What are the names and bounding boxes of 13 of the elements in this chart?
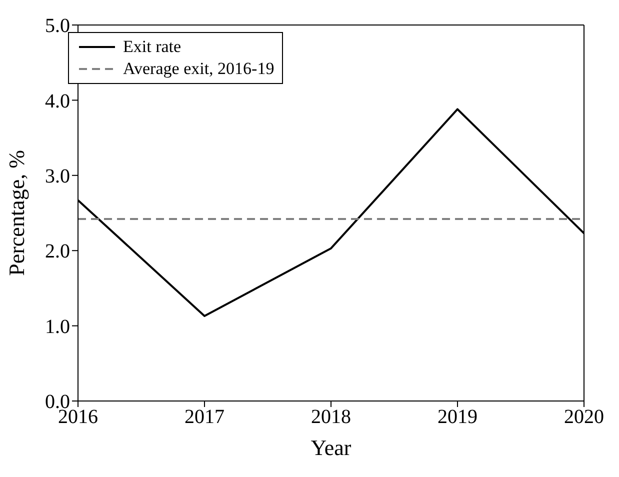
y-tick-label: 1.0 (45, 316, 70, 338)
x-tick-label: 2019 (438, 406, 478, 428)
y-tick-label: 2.0 (45, 240, 70, 263)
x-tick-label: 2017 (184, 406, 224, 428)
x-axis-title: Year (310, 435, 352, 460)
y-tick-label: 3.0 (45, 166, 70, 188)
legend-label: Exit rate (123, 36, 182, 58)
y-tick-label: 4.0 (45, 90, 70, 112)
x-tick-label: 2020 (564, 406, 604, 428)
x-tick-label: 2018 (311, 406, 351, 428)
y-axis-title: Percentage, % (4, 150, 29, 276)
legend-label: Average exit, 2016-19 (123, 58, 274, 80)
y-tick-label: 5.0 (45, 15, 70, 38)
